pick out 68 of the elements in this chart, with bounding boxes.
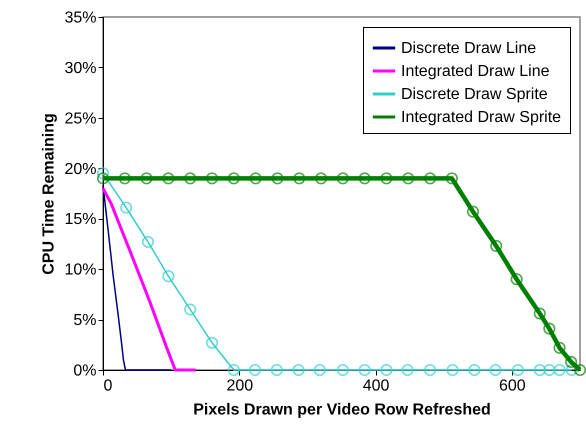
legend-label: Integrated Draw Line <box>401 63 550 80</box>
legend-label: Discrete Draw Sprite <box>401 86 548 103</box>
point <box>468 364 480 376</box>
point <box>140 172 153 184</box>
x-tick-label: 0 <box>104 378 112 394</box>
point <box>446 172 458 184</box>
point <box>314 364 326 376</box>
point <box>358 364 371 376</box>
line-series <box>102 186 198 372</box>
point <box>142 236 154 248</box>
point <box>248 364 262 376</box>
point <box>293 172 306 184</box>
x-tick-label: 600 <box>499 378 526 394</box>
point <box>118 172 131 184</box>
y-tick-label: 5% <box>73 312 96 330</box>
point <box>162 172 174 184</box>
point <box>336 172 349 184</box>
point <box>534 364 546 376</box>
point <box>402 364 414 376</box>
point <box>574 364 586 376</box>
y-tick-label: 30% <box>64 60 96 77</box>
point <box>184 303 196 316</box>
point <box>206 336 218 349</box>
point <box>543 322 556 335</box>
point <box>162 270 174 282</box>
x-axis-title: Pixels Drawn per Video Row Refreshed <box>193 402 491 418</box>
point <box>512 364 524 376</box>
point <box>466 206 480 218</box>
point <box>490 240 502 252</box>
point <box>250 172 262 184</box>
point <box>554 342 566 354</box>
point <box>184 172 196 184</box>
line-series <box>102 184 172 371</box>
point <box>358 172 371 184</box>
x-tick-label: 400 <box>362 378 390 394</box>
point <box>96 172 110 184</box>
x-tick-label: 200 <box>226 378 254 394</box>
point <box>565 356 578 368</box>
point <box>402 172 414 184</box>
point <box>206 172 218 184</box>
point <box>424 172 436 184</box>
y-axis-title: CPU Time Remaining <box>40 113 58 275</box>
point <box>315 172 328 184</box>
point <box>534 307 546 320</box>
y-tick-label: 35% <box>64 10 96 26</box>
point <box>554 364 566 376</box>
point <box>336 364 349 376</box>
point <box>446 364 459 376</box>
y-tick-label: 25% <box>64 110 96 128</box>
point <box>424 364 436 376</box>
point <box>228 172 240 184</box>
legend-label: Integrated Draw Sprite <box>401 109 562 126</box>
y-tick-label: 10% <box>64 262 96 279</box>
point <box>228 364 240 376</box>
point <box>292 364 305 376</box>
point <box>120 202 132 214</box>
legend-label: Discrete Draw Line <box>401 40 536 57</box>
y-tick-label: 20% <box>64 160 96 178</box>
y-tick-label: 15% <box>64 211 96 228</box>
point <box>489 364 502 376</box>
point <box>543 364 556 376</box>
point <box>510 273 523 286</box>
point <box>380 172 393 184</box>
point <box>271 172 284 184</box>
point <box>270 364 283 376</box>
y-tick-label: 0% <box>73 362 96 380</box>
point <box>96 167 110 180</box>
point <box>380 364 393 376</box>
